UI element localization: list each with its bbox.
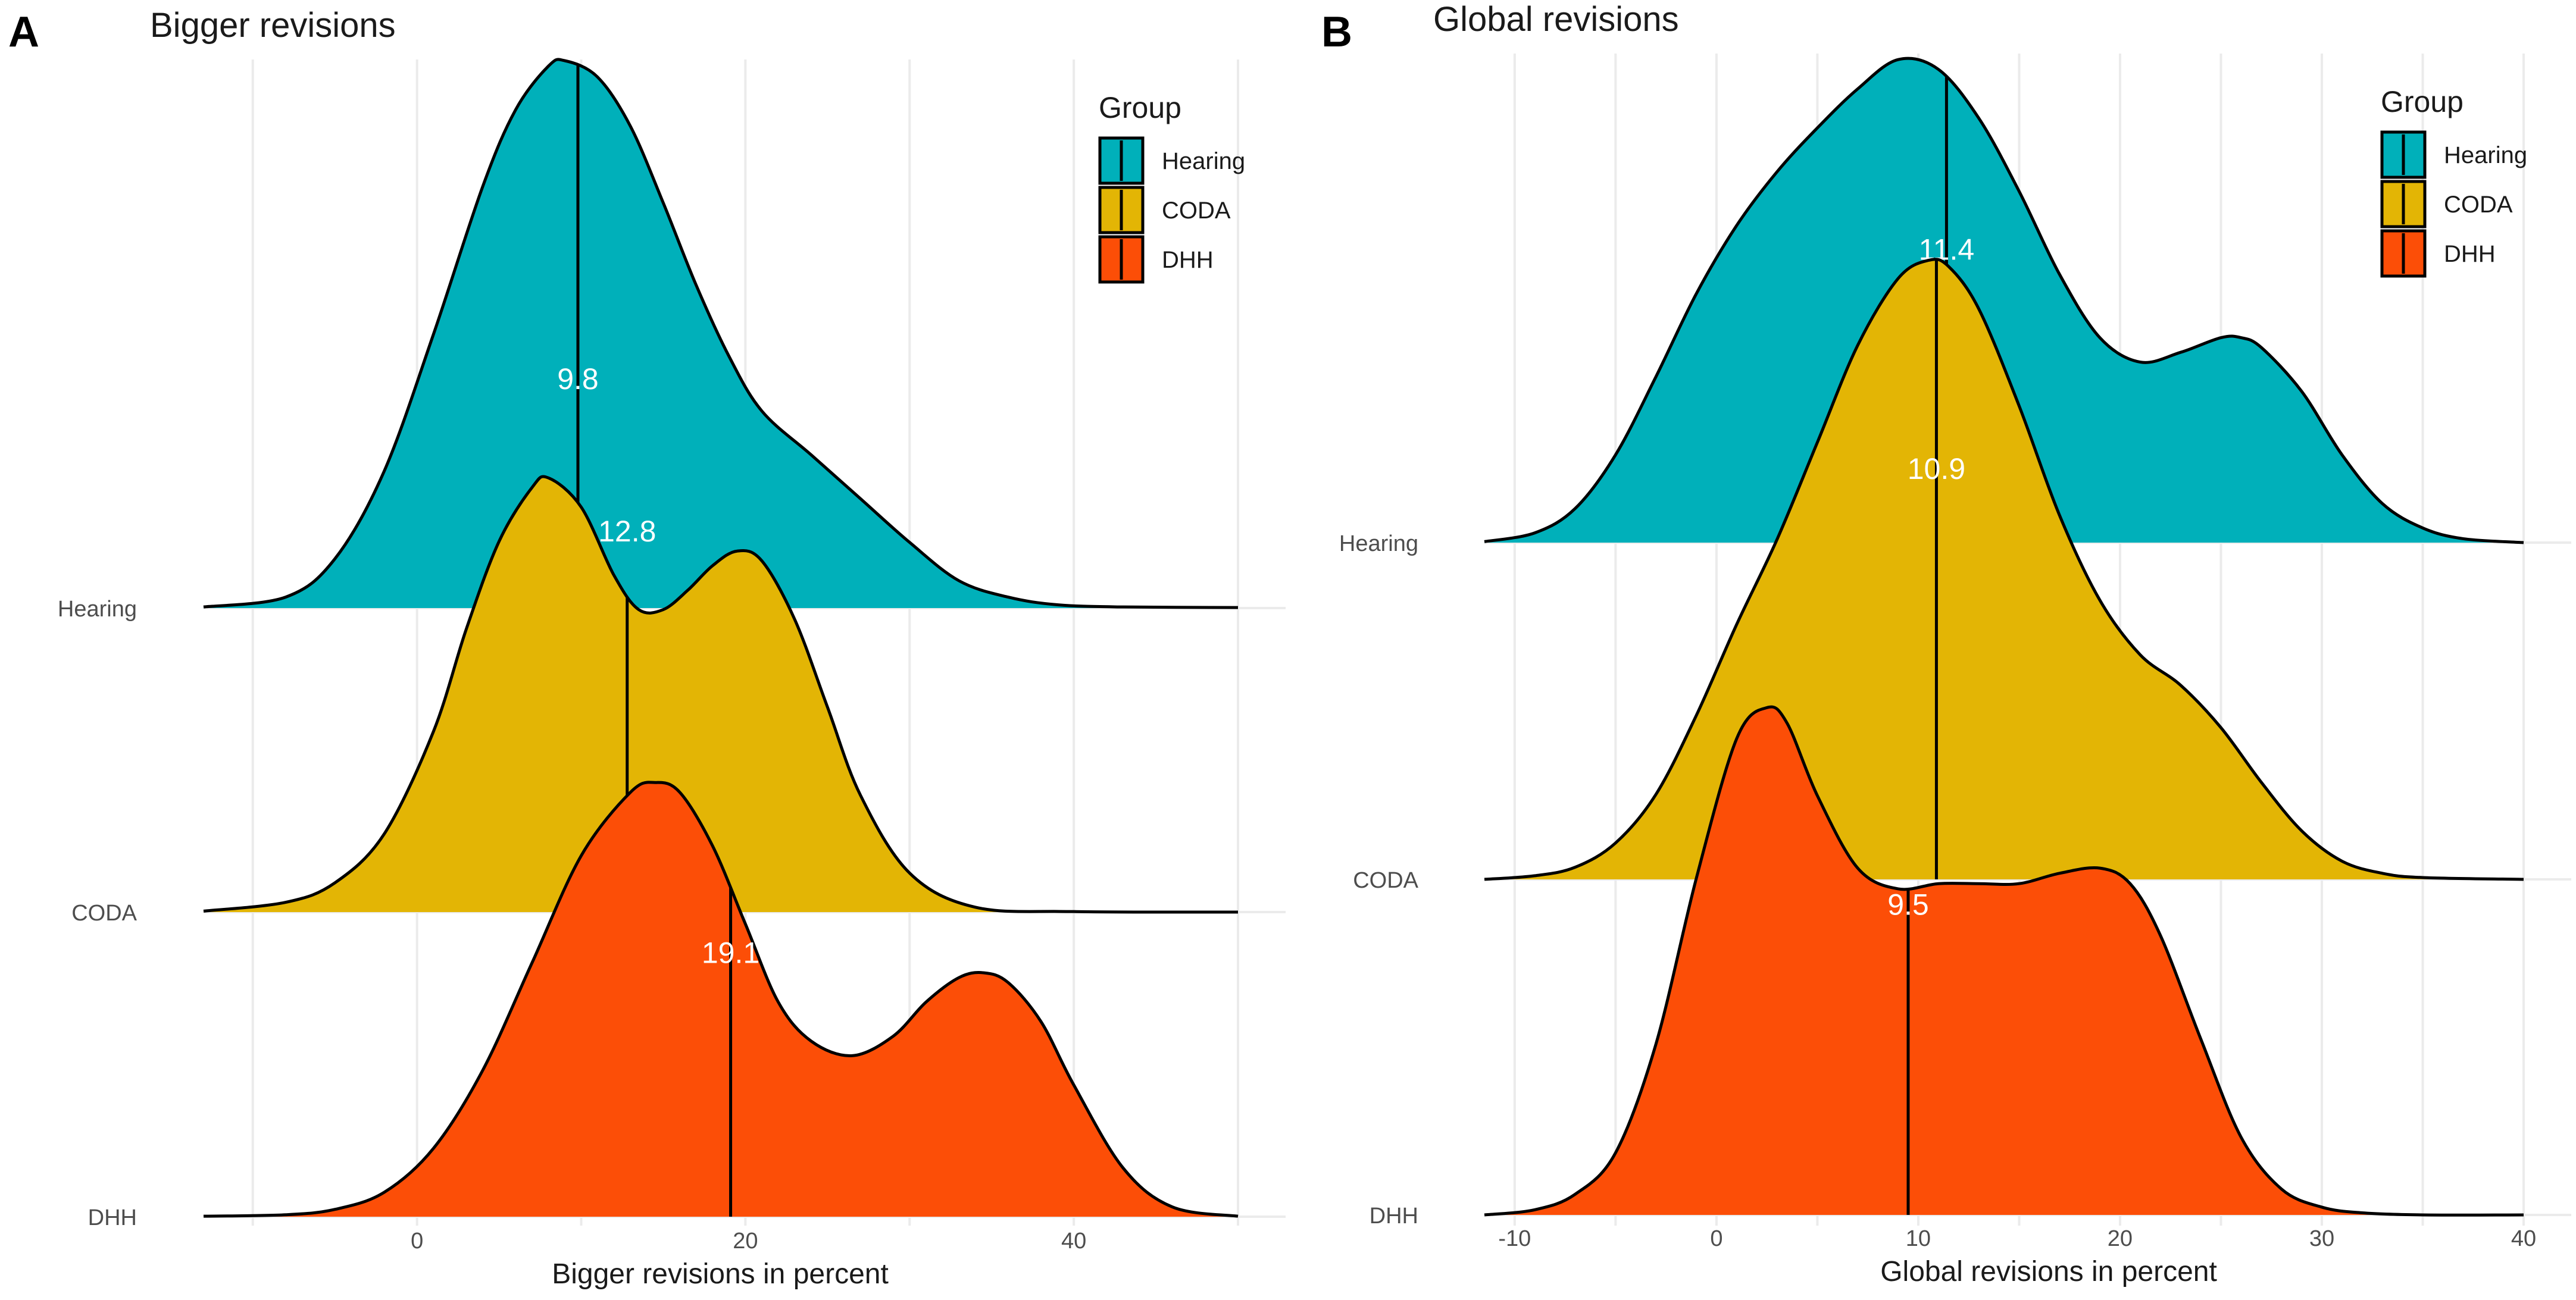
legend-label-hearing: Hearing	[2444, 142, 2527, 168]
median-label-coda: 10.9	[1908, 452, 1965, 485]
density-outline-hearing	[203, 58, 1239, 609]
ridges-a: 9.8 12.8 19.1	[203, 58, 1239, 1218]
x-tick-label: 30	[2309, 1226, 2334, 1251]
x-ticks-b: Hearing CODA DHH -10 0 10 20 30 40	[1339, 531, 2536, 1251]
panel-b: B Global revisions 11.410.9 9.5 Hearing CO…	[1321, 0, 2571, 1288]
x-tick-label: 20	[2108, 1226, 2133, 1251]
y-tick-label-coda: CODA	[1353, 868, 1418, 893]
legend-entries-a: Hearing CODA DHH	[1098, 136, 1245, 284]
y-tick-label-hearing: Hearing	[58, 597, 137, 622]
density-outline-coda	[1484, 258, 2524, 881]
legend-label-coda: CODA	[2444, 192, 2513, 218]
density-outline-hearing	[1484, 57, 2524, 544]
legend-title-b: Group	[2381, 85, 2464, 118]
ridge-dhh-a: 19.1	[203, 781, 1239, 1218]
legend-item-coda: CODA	[1098, 186, 1231, 234]
legend-a: Group Hearing CODA DHH	[1098, 91, 1245, 284]
x-axis-label-a: Bigger revisions in percent	[552, 1258, 889, 1290]
y-tick-label-dhh: DHH	[88, 1205, 137, 1230]
x-tick-label: 40	[2511, 1226, 2536, 1251]
density-outline-dhh	[203, 781, 1239, 1218]
median-label-hearing: 9.8	[557, 362, 599, 396]
panel-label-a: A	[8, 8, 39, 56]
y-tick-label-hearing: Hearing	[1339, 531, 1418, 556]
x-tick-label: -10	[1498, 1226, 1531, 1251]
density-area-hearing	[1484, 58, 2524, 543]
density-outline-dhh	[1484, 705, 2524, 1217]
y-tick-label-dhh: DHH	[1370, 1204, 1418, 1229]
legend-label-hearing: Hearing	[1162, 148, 1245, 174]
legend-entries-b: Hearing CODA DHH	[2380, 130, 2527, 278]
x-tick-label: 40	[1061, 1229, 1086, 1254]
legend-item-coda: CODA	[2380, 180, 2513, 228]
x-tick-label: 0	[411, 1229, 423, 1254]
density-area-dhh	[1484, 707, 2524, 1216]
legend-item-hearing: Hearing	[1098, 136, 1245, 185]
density-outline-coda	[203, 475, 1239, 914]
legend-item-hearing: Hearing	[2380, 130, 2527, 179]
x-tick-label: 0	[1710, 1226, 1722, 1251]
ridge-hearing-a: 9.8	[203, 58, 1239, 609]
median-label-coda: 12.8	[598, 515, 656, 548]
chart-title-a: Bigger revisions	[150, 6, 396, 45]
x-tick-label: 20	[733, 1229, 758, 1254]
density-area-hearing	[204, 59, 1238, 608]
legend-b: Group Hearing CODA DHH	[2380, 85, 2527, 278]
panel-label-b: B	[1321, 8, 1352, 56]
x-ticks-a: Hearing CODA DHH 0 20 40	[58, 597, 1086, 1254]
y-tick-label-coda: CODA	[71, 901, 137, 926]
legend-label-dhh: DHH	[1162, 247, 1214, 273]
panel-a: A Bigger revisions 9.8 12.8 19.1 Hearing CO…	[8, 6, 1286, 1290]
legend-label-coda: CODA	[1162, 198, 1231, 224]
x-tick-label: 10	[1906, 1226, 1931, 1251]
median-label-dhh: 9.5	[1887, 888, 1929, 921]
legend-title-a: Group	[1099, 91, 1181, 124]
legend-label-dhh: DHH	[2444, 241, 2496, 267]
ridges-b: 11.410.9 9.5	[1484, 57, 2524, 1217]
chart-title-b: Global revisions	[1433, 0, 1679, 39]
ridge-hearing-b: 11.4	[1484, 57, 2524, 544]
median-label-dhh: 19.1	[702, 936, 759, 970]
legend-item-dhh: DHH	[1098, 235, 1214, 284]
density-area-coda	[204, 476, 1238, 913]
x-axis-label-b: Global revisions in percent	[1880, 1256, 2217, 1288]
legend-item-dhh: DHH	[2380, 229, 2496, 278]
